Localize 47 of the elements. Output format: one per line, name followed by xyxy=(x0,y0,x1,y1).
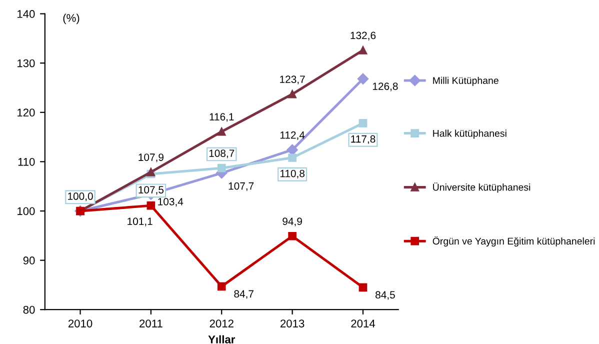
data-label: 101,1 xyxy=(128,218,152,226)
data-label: 94,9 xyxy=(282,218,302,226)
point xyxy=(358,46,368,54)
data-label: 116,1 xyxy=(210,113,234,122)
y-tick-label: 130 xyxy=(18,59,35,68)
point xyxy=(358,119,368,128)
data-label: 84,5 xyxy=(376,291,395,300)
y-tick-label: 110 xyxy=(18,158,35,166)
point xyxy=(217,127,226,136)
y-tick-label: 140 xyxy=(18,10,35,18)
data-label: 107,7 xyxy=(228,182,254,191)
data-label: 84,7 xyxy=(234,290,254,299)
point xyxy=(217,164,226,172)
point xyxy=(357,73,369,84)
data-label: 100,0 xyxy=(68,192,93,202)
x-axis-title: Yıllar xyxy=(208,335,236,344)
y-tick-label: 100 xyxy=(18,207,35,216)
point xyxy=(217,282,226,291)
data-label: 123,7 xyxy=(280,76,305,84)
legend-label: Örgün ve Yaygın Eğitim kütüphaneleri xyxy=(432,236,595,247)
y-tick-label: 80 xyxy=(23,306,35,314)
data-label: 117,8 xyxy=(351,135,376,144)
data-label: 110,8 xyxy=(280,170,305,178)
point xyxy=(286,144,298,156)
x-tick-label: 2011 xyxy=(140,320,162,328)
y-axis-title: (%) xyxy=(63,14,80,24)
y-tick-label: 120 xyxy=(18,108,35,117)
point xyxy=(288,154,296,162)
x-tick-label: 2012 xyxy=(210,320,234,328)
x-tick-label: 2010 xyxy=(68,320,92,328)
data-label: 107,9 xyxy=(138,154,164,162)
data-label: 107,5 xyxy=(138,186,164,195)
data-label: 126,8 xyxy=(372,82,398,92)
x-tick-label: 2014 xyxy=(351,320,376,328)
point xyxy=(288,232,296,240)
legend-label: Üniversite kütüphanesi xyxy=(433,182,530,193)
x-tick-label: 2013 xyxy=(280,320,304,328)
data-label: 108,7 xyxy=(209,150,234,158)
data-label: 103,4 xyxy=(158,198,184,207)
point xyxy=(358,283,368,292)
legend-label: Milli Kütüphane xyxy=(433,76,498,86)
point xyxy=(146,201,156,210)
point xyxy=(288,90,296,98)
data-label: 112,4 xyxy=(280,131,305,140)
y-tick-label: 90 xyxy=(23,256,35,264)
data-label: 132,6 xyxy=(350,32,376,40)
legend-label: Halk kütüphanesi xyxy=(433,130,506,139)
